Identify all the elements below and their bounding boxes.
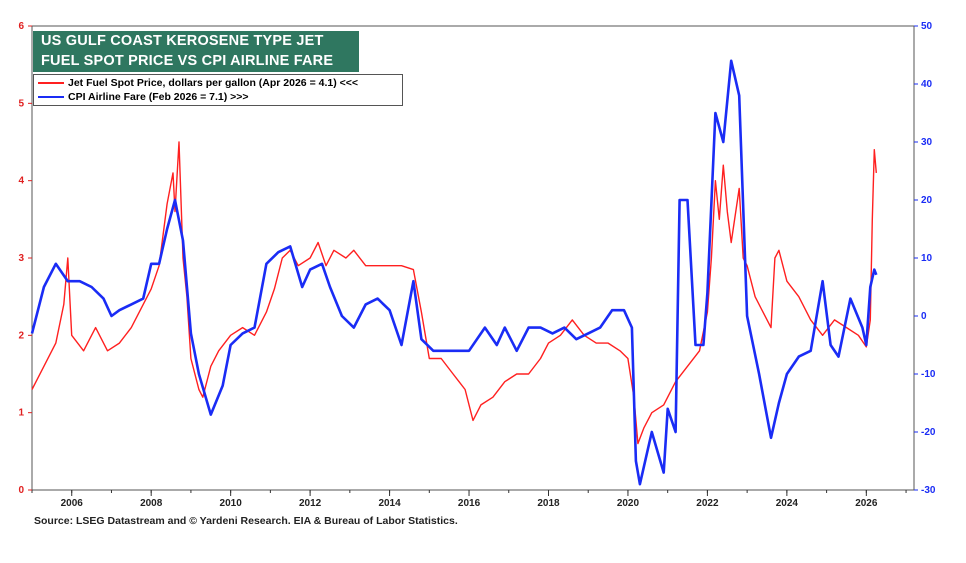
y-axis-right: -30 -20 -10 0 10 20 30 40 50 bbox=[914, 21, 936, 496]
x-tick-label: 2016 bbox=[458, 498, 481, 509]
y-right-tick-label: -10 bbox=[921, 369, 936, 380]
chart-title-line-1: US GULF COAST KEROSENE TYPE JET bbox=[41, 33, 324, 49]
y-right-tick-label: 20 bbox=[921, 195, 933, 206]
legend-label-jet-fuel: Jet Fuel Spot Price, dollars per gallon … bbox=[68, 77, 359, 89]
cpi-airline-line bbox=[30, 59, 878, 486]
chart-title-line-2: FUEL SPOT PRICE VS CPI AIRLINE FARE bbox=[41, 53, 334, 69]
chart-title: US GULF COAST KEROSENE TYPE JET FUEL SPO… bbox=[33, 31, 359, 72]
legend-item-jet-fuel: Jet Fuel Spot Price, dollars per gallon … bbox=[38, 76, 358, 90]
y-right-tick-label: -30 bbox=[921, 485, 936, 496]
x-tick-label: 2012 bbox=[299, 498, 322, 509]
y-left-tick-label: 3 bbox=[18, 253, 24, 264]
x-tick-label: 2006 bbox=[61, 498, 84, 509]
y-axis-left: 0 1 2 3 4 5 6 bbox=[18, 21, 32, 496]
y-left-tick-label: 5 bbox=[18, 98, 24, 109]
x-tick-label: 2024 bbox=[776, 498, 799, 509]
y-left-tick-label: 0 bbox=[18, 485, 24, 496]
x-tick-label: 2014 bbox=[378, 498, 401, 509]
y-right-tick-label: 50 bbox=[921, 21, 933, 32]
source-note: Source: LSEG Datastream and © Yardeni Re… bbox=[34, 515, 458, 527]
x-tick-label: 2018 bbox=[537, 498, 560, 509]
x-tick-label: 2022 bbox=[696, 498, 719, 509]
y-right-tick-label: 0 bbox=[921, 311, 927, 322]
y-left-tick-label: 2 bbox=[18, 330, 24, 341]
y-left-tick-label: 4 bbox=[18, 176, 24, 187]
x-tick-label: 2010 bbox=[220, 498, 243, 509]
legend-swatch-jet-fuel bbox=[38, 82, 64, 85]
x-tick-label: 2020 bbox=[617, 498, 640, 509]
legend-swatch-cpi-airline bbox=[38, 96, 64, 99]
y-right-tick-label: 10 bbox=[921, 253, 933, 264]
x-tick-label: 2008 bbox=[140, 498, 163, 509]
x-tick-label: 2026 bbox=[855, 498, 878, 509]
legend-item-cpi-airline: CPI Airline Fare (Feb 2026 = 7.1) >>> bbox=[38, 90, 249, 104]
series-lines bbox=[30, 59, 878, 486]
legend-label-cpi-airline: CPI Airline Fare (Feb 2026 = 7.1) >>> bbox=[68, 91, 249, 103]
legend: Jet Fuel Spot Price, dollars per gallon … bbox=[33, 74, 403, 106]
y-left-tick-label: 1 bbox=[18, 408, 24, 419]
y-right-tick-label: 40 bbox=[921, 79, 933, 90]
x-axis: 2006 2008 2010 2012 2014 2016 2018 2020 2022 2024… bbox=[31, 490, 907, 509]
y-left-tick-label: 6 bbox=[18, 21, 24, 32]
y-right-tick-label: 30 bbox=[921, 137, 933, 148]
jet-fuel-line bbox=[31, 141, 877, 445]
y-right-tick-label: -20 bbox=[921, 427, 936, 438]
